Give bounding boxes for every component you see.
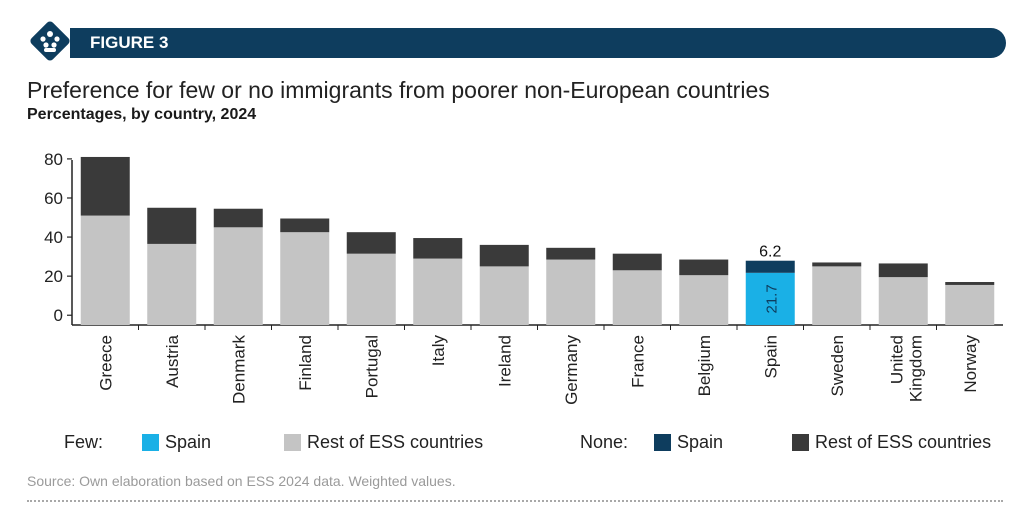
y-tick-label: 60	[44, 189, 63, 208]
bar-none	[745, 260, 795, 273]
x-tick-label: Greece	[96, 335, 115, 391]
x-tick-label: Germany	[562, 335, 581, 405]
legend-label: Rest of ESS countries	[815, 432, 992, 452]
bar-none	[612, 253, 662, 271]
x-tick-label: France	[628, 335, 647, 388]
bar-none	[80, 156, 130, 216]
legend-item-none-spain: Spain	[654, 432, 723, 453]
chart-title: Preference for few or no immigrants from…	[27, 77, 770, 103]
x-tick-label: Denmark	[229, 335, 248, 404]
legend-item-few-rest: Rest of ESS countries	[284, 432, 483, 453]
figure-label: FIGURE 3	[90, 33, 169, 52]
bar-few	[812, 266, 862, 325]
bar-none	[479, 244, 529, 267]
bar-none	[147, 207, 197, 244]
y-tick-label: 40	[44, 228, 63, 247]
bar-none	[546, 247, 596, 260]
legend-few-text: Few:	[64, 432, 104, 452]
people-group-icon	[30, 21, 70, 61]
bar-few	[346, 253, 396, 325]
bar-none	[413, 238, 463, 259]
legend-few-label: Few:	[64, 432, 103, 453]
legend-swatch	[142, 434, 159, 451]
bar-none	[812, 262, 862, 267]
figure-banner	[70, 28, 1006, 58]
bar-none	[213, 208, 263, 228]
bar-few	[679, 275, 729, 325]
dotted-divider	[27, 500, 1003, 502]
data-label-none: 6.2	[759, 244, 781, 261]
bar-few	[878, 277, 928, 325]
bar-none	[878, 263, 928, 278]
legend-item-few-spain: Spain	[142, 432, 211, 453]
bar-few	[479, 266, 529, 325]
bar-few	[745, 272, 795, 325]
bar-none	[679, 259, 729, 276]
y-tick-label: 80	[44, 150, 63, 169]
bar-none	[280, 218, 330, 233]
bar-few	[213, 227, 263, 325]
bar-few	[945, 284, 995, 325]
legend-swatch	[654, 434, 671, 451]
legend-label: Spain	[165, 432, 212, 452]
x-tick-label: UnitedKingdom	[887, 335, 925, 402]
bar-few	[280, 232, 330, 325]
bar-few	[546, 259, 596, 325]
bar-few	[413, 258, 463, 325]
x-tick-label: Spain	[761, 335, 780, 378]
legend-label: Rest of ESS countries	[307, 432, 484, 452]
bar-none	[346, 232, 396, 254]
x-tick-label: Austria	[163, 334, 182, 387]
x-tick-label: Finland	[296, 335, 315, 391]
x-tick-label: Belgium	[695, 335, 714, 396]
chart-subtitle: Percentages, by country, 2024	[27, 106, 257, 123]
y-tick-label: 0	[54, 306, 63, 325]
legend-swatch	[792, 434, 809, 451]
legend-label: Spain	[677, 432, 724, 452]
y-tick-label: 20	[44, 267, 63, 286]
bar-none	[945, 282, 995, 285]
x-tick-label: Italy	[429, 335, 448, 367]
bar-few	[612, 270, 662, 325]
bar-few	[147, 243, 197, 325]
legend-item-none-rest: Rest of ESS countries	[792, 432, 991, 453]
x-tick-label: Norway	[961, 335, 980, 393]
bar-few	[80, 215, 130, 325]
legend-none-text: None:	[580, 432, 629, 452]
legend-none-label: None:	[580, 432, 628, 453]
x-tick-label: Portugal	[362, 335, 381, 398]
legend-swatch	[284, 434, 301, 451]
x-tick-label: Sweden	[828, 335, 847, 396]
data-label-few: 21.7	[763, 284, 780, 313]
source-note: Source: Own elaboration based on ESS 202…	[27, 473, 456, 489]
x-tick-label: Ireland	[495, 335, 514, 387]
